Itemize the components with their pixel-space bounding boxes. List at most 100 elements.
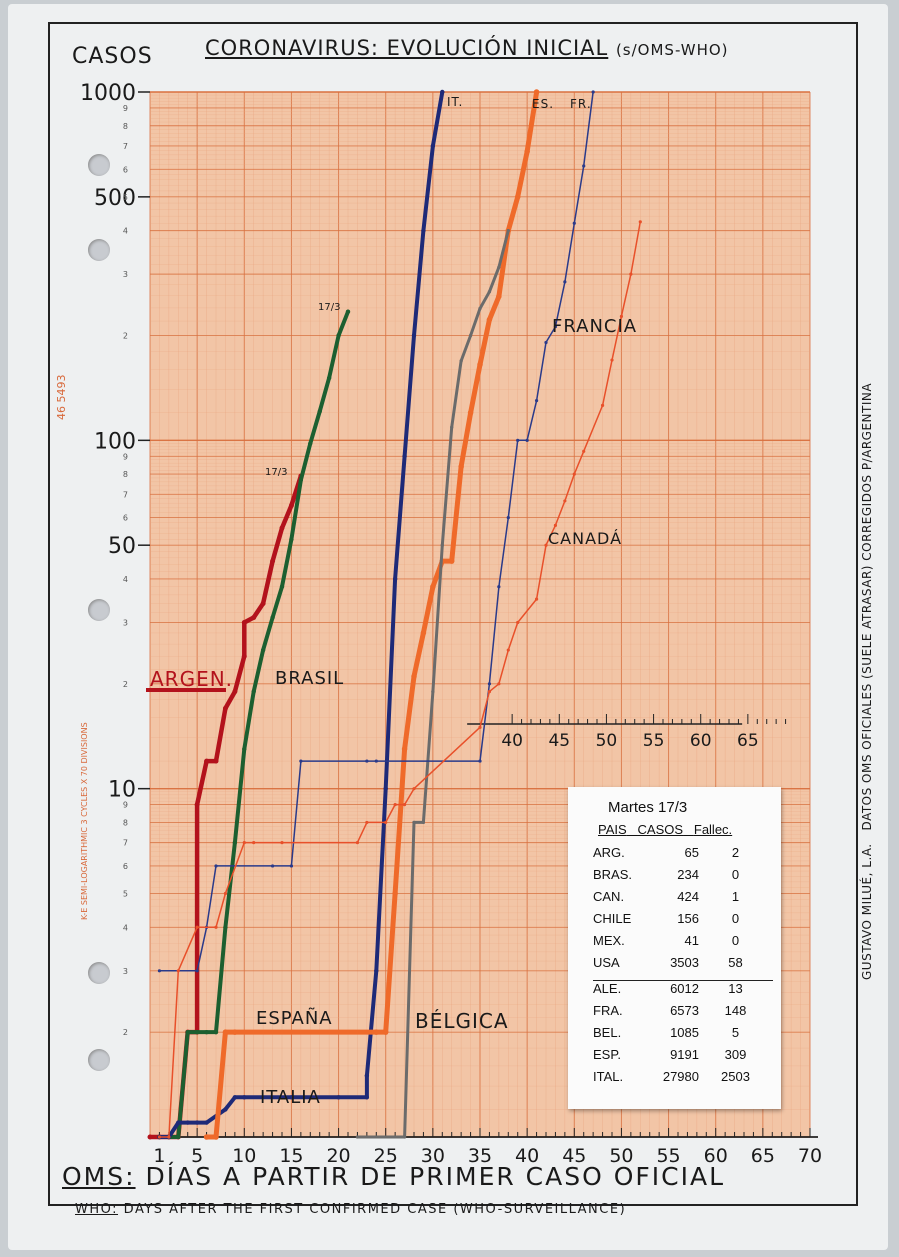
data-point-belgica: [506, 228, 510, 233]
data-point-canada: [478, 725, 482, 729]
data-point-italia: [383, 786, 388, 791]
summary-deaths: 0: [731, 911, 740, 926]
data-point-canada: [506, 648, 510, 652]
summary-cases: 234: [677, 867, 699, 882]
data-point-espana: [392, 890, 398, 897]
y-minor-label: 2: [123, 331, 128, 340]
data-point-argentina: [232, 689, 238, 695]
data-point-canada: [553, 523, 558, 527]
x-axis: 1 5 10 15 20 25 30 35 40 45 50 55 60 65 70: [150, 1128, 822, 1167]
series-label-belgica: BÉLGICA: [415, 1009, 509, 1033]
y-tick-label: 50: [108, 534, 136, 559]
y-minor-label: 3: [123, 270, 128, 279]
y-minor-label: 6: [123, 165, 128, 174]
data-point-italia: [364, 1073, 370, 1078]
data-point-canada: [393, 803, 397, 807]
data-point-francia: [299, 759, 303, 763]
y-minor-label: 8: [123, 122, 128, 131]
summary-deaths: 0: [731, 867, 740, 882]
summary-cases: 6012: [670, 981, 699, 996]
punch-hole: [88, 154, 110, 176]
summary-country: CHILE: [593, 911, 632, 926]
summary-country: ITAL.: [593, 1069, 624, 1084]
data-point-canada: [195, 925, 199, 929]
data-point-espana: [222, 1029, 229, 1035]
data-point-francia: [591, 90, 595, 94]
series-labels: ARGEN. BRASIL ESPAÑA ITALIA BÉLGICA FRANCIA CA…: [146, 95, 636, 1108]
data-point-argentina: [194, 802, 200, 808]
data-point-argentina: [270, 558, 276, 564]
summary-cases: 424: [677, 889, 699, 904]
data-point-francia: [572, 221, 576, 225]
data-point-francia: [487, 682, 492, 686]
header-fallec: Fallec.: [693, 822, 733, 837]
data-point-canada: [497, 682, 501, 686]
y-minor-label: 2: [123, 680, 128, 689]
x-tick-label: 45: [562, 1145, 586, 1167]
data-point-belgica: [440, 543, 444, 547]
summary-cases: 3503: [670, 955, 699, 970]
y-minor-label: 9: [123, 104, 128, 113]
data-point-canada: [157, 1135, 162, 1139]
summary-deaths: 58: [728, 955, 743, 970]
y-minor-label: 9: [123, 452, 128, 461]
data-point-canada: [242, 841, 246, 845]
series-label-top-fr: FR.: [570, 97, 592, 111]
data-point-espana: [411, 673, 417, 680]
data-point-canada: [572, 472, 576, 476]
data-point-brasil: [223, 925, 228, 930]
data-point-argentina: [241, 619, 247, 625]
chart-title-text: CORONAVIRUS: EVOLUCIÓN INICIAL: [205, 36, 609, 60]
x-tick-label: 70: [798, 1145, 822, 1167]
x-tick-label: 10: [232, 1145, 256, 1167]
data-point-brasil: [242, 746, 247, 752]
data-point-espana: [430, 583, 436, 590]
y-minor-label: 6: [123, 862, 128, 871]
data-point-canada: [544, 543, 548, 547]
inset-tick-label: 60: [690, 731, 712, 751]
data-point-francia: [270, 864, 275, 868]
x-tick-label: 1: [153, 1145, 165, 1167]
series-label-espana: ESPAÑA: [256, 1007, 333, 1029]
series-label-top-it: IT.: [447, 95, 463, 109]
summary-cases: 41: [684, 933, 699, 948]
x-tick-label: 65: [751, 1145, 775, 1167]
data-point-francia: [374, 759, 378, 763]
data-point-canada: [280, 841, 284, 845]
x-tick-label: 20: [326, 1145, 350, 1167]
y-minor-label: 7: [123, 490, 128, 499]
data-point-canada: [402, 803, 407, 807]
y-tick-label: 500: [94, 186, 136, 211]
data-point-italia: [223, 1107, 228, 1112]
data-point-brasil: [345, 309, 351, 314]
data-point-brasil: [185, 1029, 190, 1035]
data-point-argentina: [213, 758, 219, 764]
y-minor-label: 8: [123, 818, 128, 827]
x-axis-title-en: WHO: DAYS AFTER THE FIRST CONFIRMED CASE…: [75, 1202, 626, 1217]
summary-country: FRA.: [593, 1003, 623, 1018]
y-minor-label: 6: [123, 514, 128, 523]
y-minor-label: 4: [123, 923, 128, 932]
series-label-brasil: BRASIL: [275, 668, 344, 689]
data-point-espana: [514, 194, 521, 200]
data-point-brasil: [204, 1029, 209, 1035]
summary-deaths: 2503: [721, 1069, 750, 1084]
data-point-francia: [365, 759, 369, 763]
data-point-francia: [157, 969, 162, 973]
data-point-espana: [382, 1029, 389, 1035]
data-point-brasil: [317, 409, 322, 414]
data-point-belgica: [355, 1135, 360, 1139]
summary-country: ALE.: [593, 981, 622, 996]
x-axis-title-es-prefix: OMS:: [62, 1162, 136, 1191]
summary-deaths: 148: [724, 1003, 747, 1018]
data-point-canada: [629, 272, 633, 276]
y-minor-label: 5: [123, 193, 128, 202]
data-point-belgica: [421, 820, 426, 825]
summary-card-header: PAIS CASOS Fallec.: [598, 822, 732, 837]
series-line-francia: [158, 91, 594, 972]
data-point-belgica: [459, 359, 463, 363]
date-mark-brasil: 17/3: [318, 302, 341, 313]
series-line-espana: [204, 89, 540, 1140]
data-point-belgica: [431, 689, 435, 694]
data-point-belgica: [412, 820, 416, 825]
